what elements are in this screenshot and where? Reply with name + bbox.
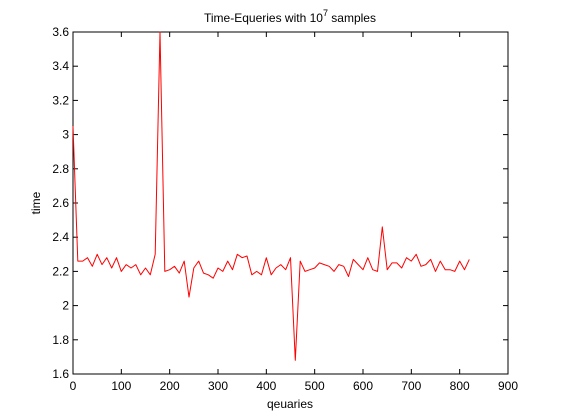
y-tick-label: 3.4	[52, 59, 69, 73]
y-tick-label: 3.6	[52, 25, 69, 39]
plot-area	[72, 31, 509, 375]
y-tick-label: 2.8	[52, 162, 69, 176]
x-tick-label: 800	[450, 379, 470, 393]
y-tick-label: 3	[62, 128, 69, 142]
y-tick-label: 2.6	[52, 196, 69, 210]
x-tick-label: 100	[111, 379, 131, 393]
x-tick-label: 500	[305, 379, 325, 393]
x-tick-label: 400	[256, 379, 276, 393]
x-tick-label: 700	[401, 379, 421, 393]
y-tick-label: 2.2	[52, 264, 69, 278]
x-axis-label: qeuaries	[267, 397, 313, 411]
y-tick-label: 2	[62, 299, 69, 313]
x-tick-label: 300	[208, 379, 228, 393]
series-line	[72, 31, 470, 361]
x-tick-label: 900	[498, 379, 518, 393]
y-tick-label: 1.6	[52, 367, 69, 381]
chart-title-superscript: 7	[323, 8, 328, 18]
chart-title: Time-Equeries with 107 samples	[204, 8, 376, 25]
x-tick-label: 0	[70, 379, 77, 393]
y-tick-label: 2.4	[52, 230, 69, 244]
y-axis-label: time	[29, 191, 43, 214]
axis-ticks: 0 100 200 300 400 500 600 700 800 900 1.6 1.8 2 2.2 2.…	[52, 25, 518, 393]
x-tick-label: 600	[353, 379, 373, 393]
y-tick-label: 3.2	[52, 93, 69, 107]
series-group	[72, 31, 470, 361]
y-tick-label: 1.8	[52, 333, 69, 347]
x-tick-label: 200	[160, 379, 180, 393]
